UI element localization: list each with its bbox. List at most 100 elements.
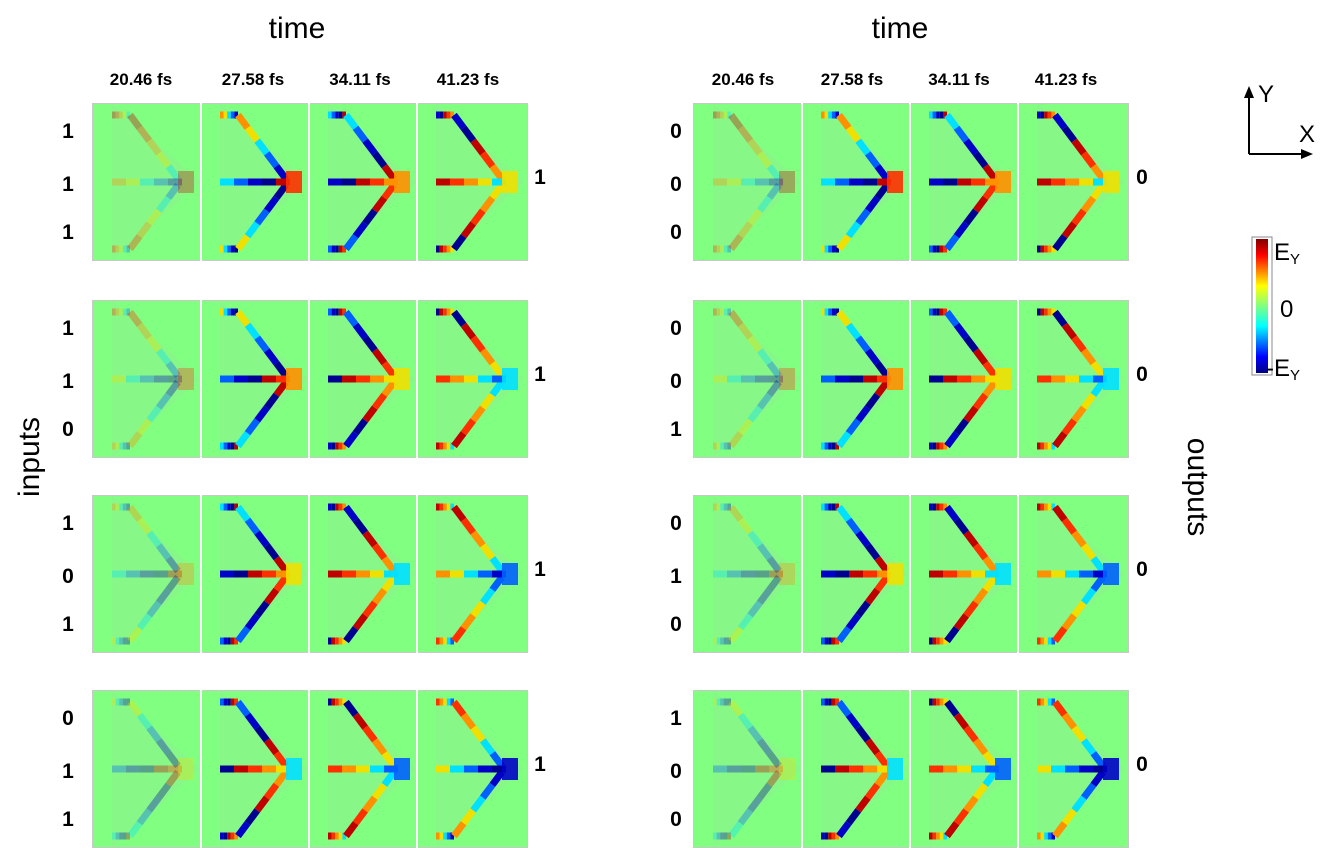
frame-divider xyxy=(416,300,418,458)
output-port xyxy=(1103,171,1119,193)
output-port xyxy=(502,368,518,390)
waveguide-segment xyxy=(1071,138,1087,156)
frame-divider xyxy=(416,495,418,653)
waveguide-segment xyxy=(127,431,143,449)
waveguide-segment xyxy=(1052,699,1068,717)
waveguide-segment xyxy=(254,530,270,548)
inputs-side-label: inputs xyxy=(13,416,46,497)
waveguide-segment xyxy=(874,556,890,574)
waveguide-segment xyxy=(136,221,153,239)
frame-divider xyxy=(416,103,418,261)
output-port xyxy=(779,171,795,193)
waveguide-segment xyxy=(470,795,486,813)
waveguide-segment xyxy=(728,699,744,717)
waveguide-segment xyxy=(156,587,172,605)
waveguide-segment xyxy=(737,221,754,239)
right-row-2-output-bit: 0 xyxy=(1136,363,1148,386)
waveguide-segment xyxy=(845,517,862,535)
waveguide-segment xyxy=(273,182,289,200)
waveguide-segment xyxy=(944,821,960,839)
waveguide-segment xyxy=(944,504,960,522)
waveguide-segment xyxy=(973,392,989,410)
waveguide-segment xyxy=(747,335,763,353)
waveguide-segment xyxy=(460,712,477,730)
output-port xyxy=(394,758,410,780)
output-port xyxy=(178,563,194,585)
waveguide-segment xyxy=(254,405,270,423)
waveguide-segment xyxy=(489,751,505,769)
waveguide-segment xyxy=(757,543,773,561)
waveguide-segment xyxy=(836,821,852,839)
waveguide-segment xyxy=(982,164,998,182)
waveguide-segment xyxy=(156,782,172,800)
waveguide-segment xyxy=(728,234,744,252)
waveguide-segment xyxy=(156,392,172,410)
waveguide-segment xyxy=(381,556,397,574)
waveguide-segment xyxy=(1081,782,1097,800)
waveguide-segment xyxy=(757,195,773,213)
waveguide-segment xyxy=(273,379,289,397)
waveguide-segment xyxy=(963,725,979,743)
waveguide-segment xyxy=(1090,574,1106,592)
x-arrow-head-icon xyxy=(1301,149,1313,159)
waveguide-segment xyxy=(264,587,280,605)
waveguide-segment xyxy=(728,431,744,449)
output-port xyxy=(995,171,1011,193)
waveguide-segment xyxy=(156,348,172,366)
waveguide-segment xyxy=(264,782,280,800)
waveguide-segment xyxy=(1071,600,1087,618)
waveguide-segment xyxy=(953,712,970,730)
waveguide-segment xyxy=(963,335,979,353)
output-port xyxy=(995,563,1011,585)
waveguide-segment xyxy=(343,821,359,839)
field-frame xyxy=(112,495,200,653)
waveguide-segment xyxy=(737,613,754,631)
waveguide-segment xyxy=(1052,234,1068,252)
waveguide-segment xyxy=(865,587,881,605)
right-time-label-2: 27.58 fs xyxy=(820,70,884,89)
outputs-side-label: outputs xyxy=(1181,437,1214,537)
field-frame xyxy=(929,300,1017,458)
right-time-label-1: 20.46 fs xyxy=(711,70,775,89)
waveguide-segment xyxy=(836,112,852,130)
field-frame xyxy=(1037,300,1125,458)
frame-divider xyxy=(909,300,911,458)
waveguide-segment xyxy=(127,699,143,717)
waveguide-segment xyxy=(855,208,871,226)
waveguide-segment xyxy=(480,543,496,561)
waveguide-segment xyxy=(737,418,754,436)
waveguide-segment xyxy=(156,543,172,561)
waveguide-segment xyxy=(1071,725,1087,743)
waveguide-segment xyxy=(766,182,782,200)
waveguide-segment xyxy=(146,138,162,156)
waveguide-segment xyxy=(489,164,505,182)
waveguide-segment xyxy=(865,195,881,213)
waveguide-segment xyxy=(480,392,496,410)
waveguide-segment xyxy=(146,600,162,618)
background-wedge xyxy=(713,103,801,261)
waveguide-segment xyxy=(362,600,378,618)
waveguide-segment xyxy=(372,392,388,410)
waveguide-segment xyxy=(747,208,763,226)
waveguide-segment xyxy=(372,587,388,605)
frame-divider xyxy=(801,103,803,261)
left-row-4-input-bit-1: 0 xyxy=(62,707,74,730)
waveguide-segment xyxy=(352,221,369,239)
waveguide-segment xyxy=(165,182,181,200)
waveguide-segment xyxy=(836,699,852,717)
waveguide-segment xyxy=(235,234,251,252)
waveguide-segment xyxy=(480,587,496,605)
waveguide-segment xyxy=(747,405,763,423)
right-row-3-input-bit-2: 1 xyxy=(670,565,682,588)
frame-divider xyxy=(801,690,803,848)
waveguide-segment xyxy=(963,405,979,423)
right-row-4-input-bit-1: 1 xyxy=(670,707,682,730)
left-time-label-4: 41.23 fs xyxy=(436,70,500,89)
waveguide-segment xyxy=(264,738,280,756)
waveguide-segment xyxy=(244,808,261,826)
waveguide-segment xyxy=(343,699,359,717)
waveguide-segment xyxy=(1090,769,1106,787)
waveguide-segment xyxy=(470,725,486,743)
waveguide-segment xyxy=(1090,751,1106,769)
waveguide-segment xyxy=(352,808,369,826)
